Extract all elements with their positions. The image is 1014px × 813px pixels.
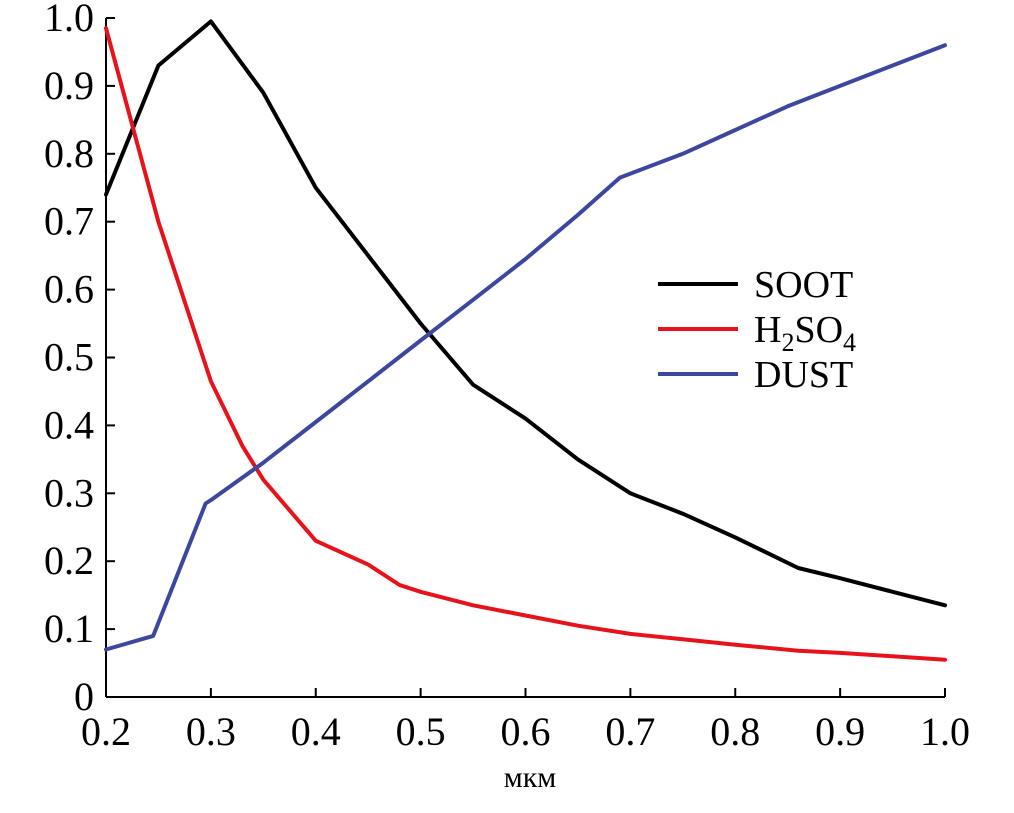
y-tick-label: 0.7 [44, 199, 94, 244]
legend-label-subscript: 2 [781, 328, 794, 357]
x-ticks: 0.2 0.3 0.4 0.5 0.6 0.7 0.8 0.9 1.0 [81, 688, 970, 754]
legend-label-part: H [754, 309, 781, 351]
x-tick-label: 0.9 [815, 709, 865, 754]
series-line-h2so4 [104, 26, 947, 662]
y-tick-label: 0.6 [44, 267, 94, 312]
y-tick-label: 0.5 [44, 335, 94, 380]
x-tick-label: 0.6 [501, 709, 551, 754]
legend-label-soot: SOOT [754, 264, 853, 306]
x-tick-label: 0.3 [186, 709, 236, 754]
series-line-dust [104, 43, 947, 652]
series-lines [104, 19, 947, 662]
legend-label-h2so4: H2SO4 [754, 309, 856, 357]
y-tick-label: 1.0 [44, 0, 94, 40]
legend-label-part: SO [794, 309, 843, 351]
x-axis-title: мкм [504, 761, 557, 794]
x-tick-label: 0.4 [291, 709, 341, 754]
y-tick-label: 0 [74, 674, 94, 719]
x-tick-label: 0.7 [605, 709, 655, 754]
x-tick-label: 0.2 [81, 709, 131, 754]
y-tick-label: 0.1 [44, 606, 94, 651]
y-tick-label: 0.4 [44, 402, 94, 447]
y-ticks: 0 0.1 0.2 0.3 0.4 0.5 0.6 0.7 0.8 0.9 1.0 [44, 0, 115, 719]
y-tick-label: 0.3 [44, 470, 94, 515]
series-line-soot [104, 19, 947, 608]
y-tick-label: 0.2 [44, 538, 94, 583]
legend-label-dust: DUST [754, 354, 853, 396]
x-tick-label: 0.8 [710, 709, 760, 754]
y-tick-label: 0.8 [44, 131, 94, 176]
x-tick-label: 1.0 [920, 709, 970, 754]
legend-label-subscript: 4 [843, 328, 856, 357]
y-tick-label: 0.9 [44, 63, 94, 108]
x-tick-label: 0.5 [396, 709, 446, 754]
